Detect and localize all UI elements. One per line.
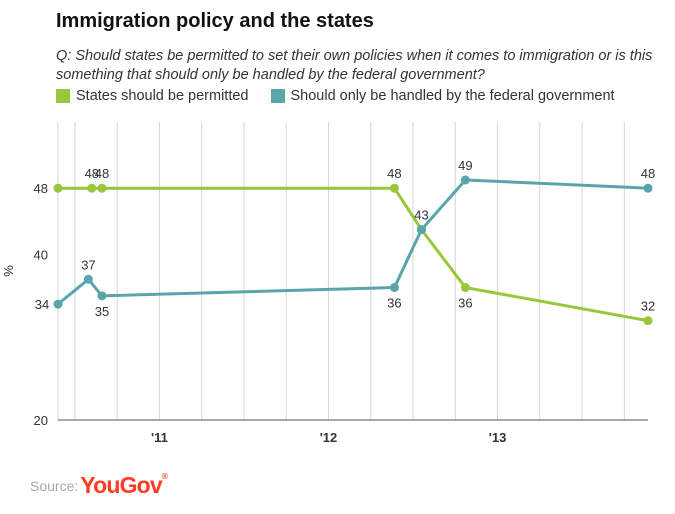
legend-swatch-states bbox=[56, 89, 70, 103]
chart-title: Immigration policy and the states bbox=[56, 10, 374, 32]
chart-subtitle: Q: Should states be permitted to set the… bbox=[56, 48, 653, 83]
data-point bbox=[97, 183, 107, 193]
x-tick-label: '13 bbox=[489, 430, 507, 445]
data-label: 34 bbox=[35, 297, 49, 312]
data-label: 48 bbox=[641, 166, 655, 181]
legend-label-states: States should be permitted bbox=[76, 88, 249, 104]
data-point bbox=[389, 183, 399, 193]
data-point bbox=[460, 283, 470, 293]
data-label: 49 bbox=[458, 158, 472, 173]
y-tick-label: 48 bbox=[34, 181, 48, 196]
legend-item-federal: Should only be handled by the federal go… bbox=[270, 88, 615, 104]
data-label: 37 bbox=[81, 257, 95, 272]
x-tick-label: '12 bbox=[320, 430, 338, 445]
data-label: 43 bbox=[414, 208, 428, 223]
legend-label-federal: Should only be handled by the federal go… bbox=[290, 88, 615, 104]
data-point bbox=[416, 225, 426, 235]
data-point bbox=[53, 183, 63, 193]
series-line-0 bbox=[58, 186, 649, 323]
legend-item-states: States should be permitted bbox=[56, 88, 249, 104]
data-label: 48 bbox=[95, 166, 109, 181]
data-point bbox=[389, 283, 399, 293]
source-footer: Source: YouGov® bbox=[30, 472, 168, 499]
legend-swatch-federal bbox=[270, 89, 285, 103]
data-label: 35 bbox=[95, 304, 109, 319]
data-label: 36 bbox=[387, 296, 401, 311]
data-point bbox=[643, 316, 653, 326]
y-axis-label: % bbox=[1, 265, 16, 277]
y-tick-label: 20 bbox=[34, 413, 48, 428]
series-line-1 bbox=[57, 178, 649, 306]
registered-mark: ® bbox=[161, 472, 168, 481]
y-tick-label: 40 bbox=[34, 247, 48, 262]
legend: States should be permitted Should only b… bbox=[56, 88, 615, 104]
yougov-logo: YouGov® bbox=[80, 472, 168, 499]
data-label: 48 bbox=[387, 166, 401, 181]
data-point bbox=[460, 175, 470, 185]
source-label: Source: bbox=[30, 477, 79, 494]
data-label: 48 bbox=[85, 166, 99, 181]
data-point bbox=[53, 299, 63, 309]
data-point bbox=[87, 183, 97, 193]
x-tick-label: '11 bbox=[151, 430, 168, 445]
yougov-logo-text: YouGov bbox=[80, 472, 162, 498]
data-label: 36 bbox=[458, 296, 472, 311]
data-point bbox=[643, 183, 653, 193]
data-label: 32 bbox=[641, 299, 655, 314]
data-point bbox=[83, 274, 93, 284]
data-point bbox=[97, 291, 107, 301]
